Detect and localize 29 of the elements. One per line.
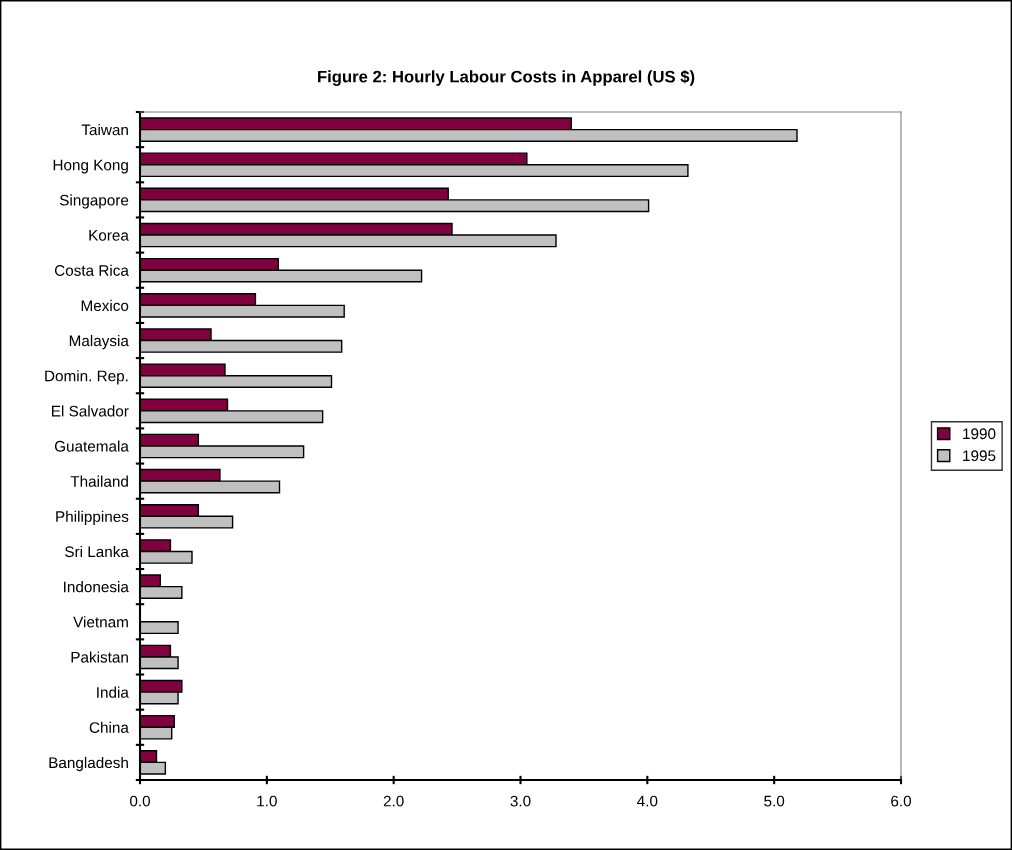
x-tick-label: 5.0: [764, 795, 785, 807]
y-tick-label: India: [97, 686, 129, 698]
legend-label: 1990: [963, 428, 996, 440]
y-tick-label: Bangladesh: [49, 756, 128, 772]
y-tick-label: Singapore: [59, 194, 129, 209]
y-tick-label: Costa Rica: [54, 264, 129, 276]
x-tick-label: 2.0: [383, 795, 404, 807]
y-tick-label: Guatemala: [54, 440, 129, 452]
y-tick-label: Taiwan: [81, 124, 128, 136]
y-tick-label: Malaysia: [69, 334, 129, 350]
y-tick-label: El Salvador: [52, 405, 129, 417]
x-tick-label: 0.0: [129, 795, 151, 807]
x-tick-label: 4.0: [637, 795, 658, 807]
y-tick-label: Vietnam: [73, 616, 128, 628]
y-tick-label: Philippines: [56, 510, 129, 526]
y-tick-label: Thailand: [70, 475, 128, 487]
legend-label: 1995: [963, 450, 996, 462]
chart-title: Figure 2: Hourly Labour Costs in Apparel (US $): [318, 70, 695, 86]
y-tick-label: Mexico: [81, 299, 129, 312]
x-tick-label: 3.0: [510, 795, 531, 807]
y-tick-label: Sri Lanka: [65, 545, 129, 558]
y-tick-label: Pakistan: [71, 651, 128, 663]
x-tick-label: 1.0: [257, 795, 277, 807]
x-tick-label: 6.0: [891, 795, 912, 807]
y-tick-label: Indonesia: [64, 581, 129, 593]
y-tick-label: Korea: [89, 230, 129, 241]
y-tick-label: Hong Kong: [53, 159, 128, 174]
y-tick-label: Domin. Rep.: [45, 370, 128, 385]
y-tick-label: China: [89, 721, 129, 733]
